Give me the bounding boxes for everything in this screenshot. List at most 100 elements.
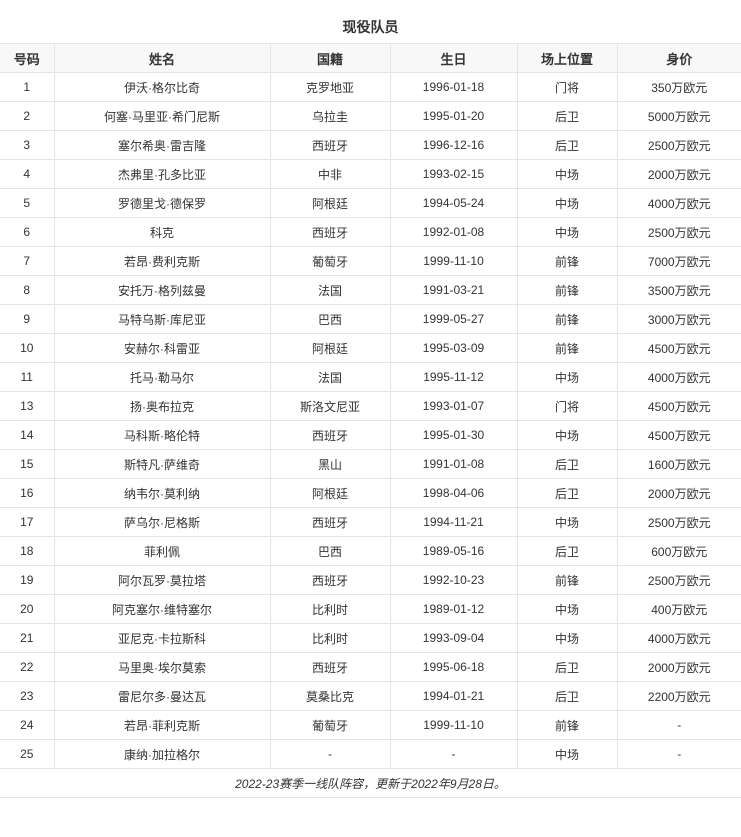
table-row: 11 托马·勒马尔 法国 1995-11-12 中场 4000万欧元 [0,362,741,392]
cell-birthday: - [389,739,518,769]
cell-market-value: 7000万欧元 [616,246,741,276]
cell-nationality: 克罗地亚 [269,72,391,102]
cell-birthday: 1989-05-16 [389,536,518,566]
cell-nationality: 西班牙 [269,565,391,595]
cell-number: 4 [0,159,55,189]
cell-name: 康纳·加拉格尔 [53,739,271,769]
cell-name: 伊沃·格尔比奇 [53,72,271,102]
cell-number: 20 [0,594,55,624]
cell-birthday: 1995-11-12 [389,362,518,392]
cell-birthday: 1993-02-15 [389,159,518,189]
cell-nationality: 西班牙 [269,217,391,247]
cell-name: 扬·奥布拉克 [53,391,271,421]
cell-name: 阿克塞尔·维特塞尔 [53,594,271,624]
cell-market-value: 2200万欧元 [616,681,741,711]
cell-market-value: 4500万欧元 [616,391,741,421]
cell-name: 马特乌斯·库尼亚 [53,304,271,334]
cell-position: 中场 [516,159,618,189]
table-row: 17 萨乌尔·尼格斯 西班牙 1994-11-21 中场 2500万欧元 [0,507,741,537]
cell-number: 13 [0,391,55,421]
cell-name: 阿尔瓦罗·莫拉塔 [53,565,271,595]
cell-position: 中场 [516,623,618,653]
cell-market-value: - [616,710,741,740]
cell-position: 前锋 [516,565,618,595]
cell-number: 17 [0,507,55,537]
cell-name: 罗德里戈·德保罗 [53,188,271,218]
cell-birthday: 1994-11-21 [389,507,518,537]
cell-position: 中场 [516,217,618,247]
cell-position: 中场 [516,188,618,218]
cell-nationality: 黑山 [269,449,391,479]
cell-number: 24 [0,710,55,740]
cell-position: 中场 [516,507,618,537]
cell-market-value: 2000万欧元 [616,159,741,189]
cell-nationality: 葡萄牙 [269,710,391,740]
cell-number: 22 [0,652,55,682]
header-birthday: 生日 [389,43,518,73]
cell-name: 马科斯·略伦特 [53,420,271,450]
cell-name: 托马·勒马尔 [53,362,271,392]
table-row: 10 安赫尔·科雷亚 阿根廷 1995-03-09 前锋 4500万欧元 [0,333,741,363]
table-row: 15 斯特凡·萨维奇 黑山 1991-01-08 后卫 1600万欧元 [0,449,741,479]
cell-nationality: 葡萄牙 [269,246,391,276]
cell-position: 后卫 [516,536,618,566]
cell-name: 何塞·马里亚·希门尼斯 [53,101,271,131]
cell-position: 中场 [516,739,618,769]
cell-birthday: 1996-01-18 [389,72,518,102]
cell-market-value: 2500万欧元 [616,217,741,247]
cell-number: 7 [0,246,55,276]
cell-position: 后卫 [516,478,618,508]
cell-birthday: 1993-01-07 [389,391,518,421]
cell-position: 中场 [516,594,618,624]
cell-birthday: 1995-01-20 [389,101,518,131]
cell-market-value: 4000万欧元 [616,188,741,218]
cell-birthday: 1999-11-10 [389,710,518,740]
cell-position: 中场 [516,420,618,450]
cell-market-value: 2500万欧元 [616,565,741,595]
header-name: 姓名 [53,43,271,73]
table-row: 21 亚尼克·卡拉斯科 比利时 1993-09-04 中场 4000万欧元 [0,623,741,653]
table-title: 现役队员 [342,19,399,35]
cell-position: 前锋 [516,304,618,334]
cell-nationality: - [269,739,391,769]
cell-name: 科克 [53,217,271,247]
header-nationality: 国籍 [269,43,391,73]
cell-market-value: 4500万欧元 [616,333,741,363]
cell-position: 前锋 [516,246,618,276]
cell-number: 11 [0,362,55,392]
cell-birthday: 1989-01-12 [389,594,518,624]
cell-position: 后卫 [516,449,618,479]
header-position: 场上位置 [516,43,618,73]
table-row: 2 何塞·马里亚·希门尼斯 乌拉圭 1995-01-20 后卫 5000万欧元 [0,101,741,131]
cell-name: 杰弗里·孔多比亚 [53,159,271,189]
cell-market-value: 5000万欧元 [616,101,741,131]
cell-number: 5 [0,188,55,218]
table-row: 8 安托万·格列兹曼 法国 1991-03-21 前锋 3500万欧元 [0,275,741,305]
cell-position: 后卫 [516,101,618,131]
cell-birthday: 1999-11-10 [389,246,518,276]
cell-number: 25 [0,739,55,769]
cell-market-value: 600万欧元 [616,536,741,566]
cell-birthday: 1994-01-21 [389,681,518,711]
squad-table: 号码 姓名 国籍 生日 场上位置 身价 1 伊沃·格尔比奇 克罗地亚 1996-01-18 门将 3… [0,43,741,798]
cell-number: 1 [0,72,55,102]
cell-birthday: 1995-01-30 [389,420,518,450]
table-row: 18 菲利佩 巴西 1989-05-16 后卫 600万欧元 [0,536,741,566]
cell-birthday: 1993-09-04 [389,623,518,653]
table-caption: 2022-23赛季一线队阵容，更新于2022年9月28日。 [0,768,741,798]
cell-name: 安赫尔·科雷亚 [53,333,271,363]
cell-birthday: 1992-01-08 [389,217,518,247]
table-row: 23 雷尼尔多·曼达瓦 莫桑比克 1994-01-21 后卫 2200万欧元 [0,681,741,711]
table-row: 22 马里奥·埃尔莫索 西班牙 1995-06-18 后卫 2000万欧元 [0,652,741,682]
cell-nationality: 比利时 [269,594,391,624]
cell-number: 2 [0,101,55,131]
header-row: 号码 姓名 国籍 生日 场上位置 身价 [0,43,741,73]
cell-number: 9 [0,304,55,334]
table-row: 14 马科斯·略伦特 西班牙 1995-01-30 中场 4500万欧元 [0,420,741,450]
cell-nationality: 阿根廷 [269,333,391,363]
cell-number: 14 [0,420,55,450]
cell-name: 雷尼尔多·曼达瓦 [53,681,271,711]
cell-position: 前锋 [516,275,618,305]
cell-market-value: 4000万欧元 [616,623,741,653]
cell-name: 菲利佩 [53,536,271,566]
